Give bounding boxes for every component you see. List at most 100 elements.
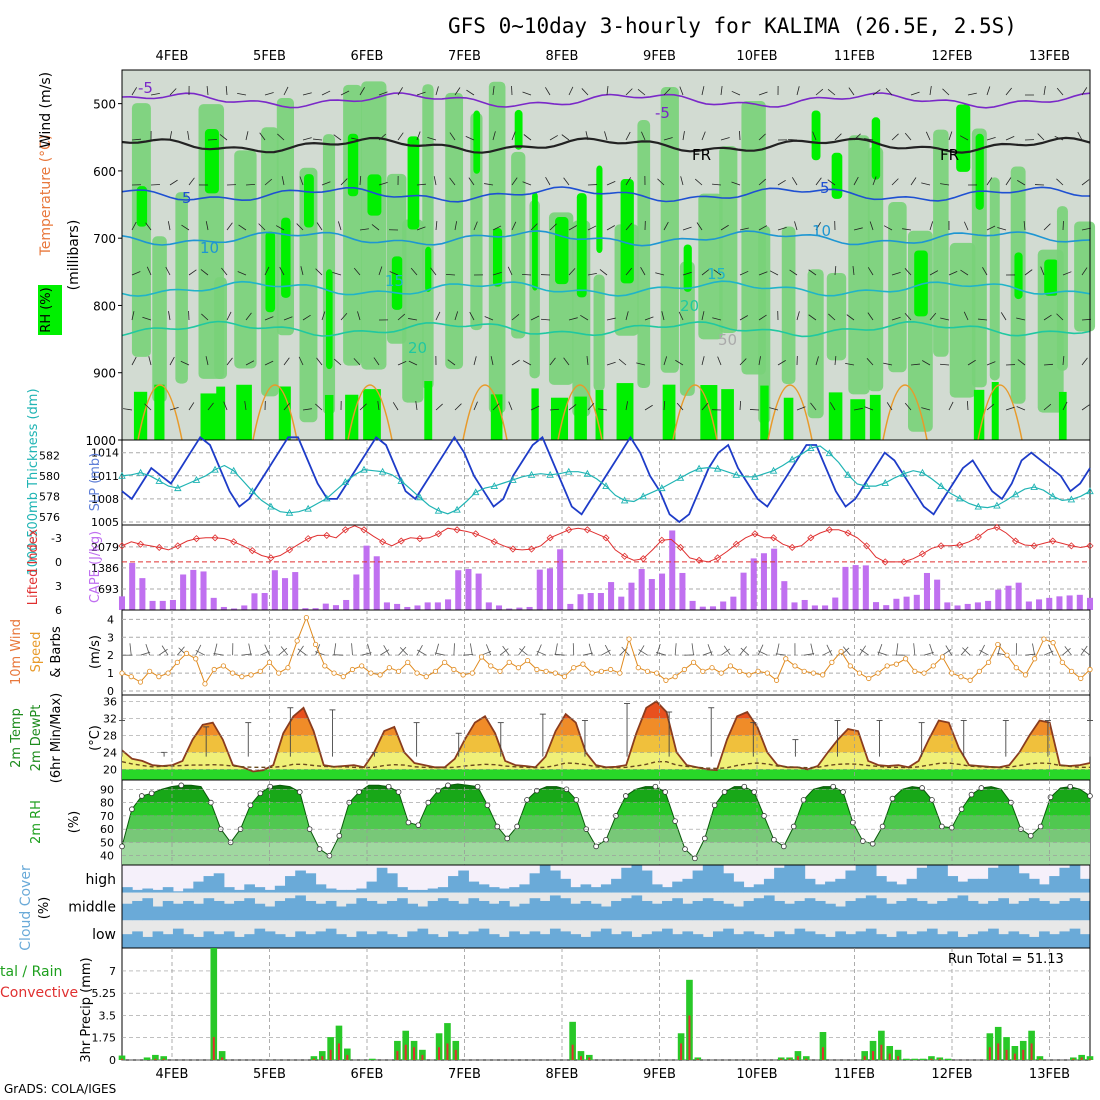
- rh-marker: [178, 782, 185, 789]
- rh-core: [204, 129, 219, 194]
- isotherm-10: [121, 230, 1091, 247]
- wind-barb: [158, 648, 168, 656]
- rh-plume: [234, 150, 257, 369]
- cape-bar: [475, 573, 482, 610]
- cloud-bar: [437, 887, 449, 893]
- cape-bar: [129, 562, 136, 610]
- cloud-bar: [957, 881, 969, 893]
- wind-barb: [463, 653, 474, 656]
- wind-speed-marker: [976, 668, 982, 674]
- cloud-bar: [285, 898, 296, 921]
- precip-conv-bar: [1072, 1058, 1075, 1060]
- precip-total-bar: [1011, 1046, 1019, 1060]
- cloud-bar: [957, 936, 969, 948]
- wind-barb: [739, 358, 747, 366]
- temp-axis-title-1: 2m Temp: [9, 708, 24, 768]
- wind-barb: [245, 360, 255, 366]
- cloud-bar: [1059, 900, 1071, 921]
- wind-barb: [264, 360, 274, 366]
- cloud-bar: [743, 887, 755, 893]
- rh-plume: [826, 272, 847, 361]
- rh-core-low: [154, 384, 165, 440]
- wind-barb: [910, 363, 920, 366]
- wind-barb: [787, 138, 798, 141]
- precip-total-bar: [1036, 1056, 1044, 1060]
- cloud-bar: [865, 895, 877, 921]
- wind-barb: [682, 271, 692, 276]
- cloud-bar: [825, 936, 836, 948]
- cloud-bar: [499, 888, 510, 893]
- rh-marker: [524, 797, 530, 803]
- cloud-bar: [825, 881, 836, 893]
- isotherm--5: [121, 92, 1091, 109]
- wind-speed-marker: [165, 670, 171, 676]
- wind-barb: [582, 652, 593, 656]
- li-marker: [1030, 542, 1038, 550]
- wind-barb: [131, 221, 137, 231]
- wind-barb: [408, 318, 418, 321]
- wind-barb: [353, 358, 361, 366]
- rh-marker: [148, 790, 155, 797]
- li-marker: [769, 534, 778, 542]
- rh-core-low: [363, 389, 381, 440]
- cloud-bar: [926, 928, 938, 948]
- cloud-bar: [193, 903, 205, 921]
- wind-barb: [791, 177, 798, 186]
- wind-speed-marker: [847, 663, 853, 669]
- cloud-bar: [631, 936, 643, 948]
- wind-barb: [536, 644, 542, 656]
- slp-tick-label: 1014: [91, 447, 119, 460]
- cape-bar: [271, 570, 278, 610]
- wind-barb: [723, 645, 731, 656]
- wind-barb: [739, 227, 749, 231]
- wind-barb: [264, 178, 273, 186]
- wind-barb: [299, 176, 304, 186]
- li-marker: [434, 530, 443, 538]
- cloud-bar: [295, 895, 306, 921]
- wind-barb: [1005, 87, 1012, 96]
- thickness-marker: [751, 472, 759, 480]
- wind-speed-marker: [608, 666, 614, 673]
- cape-bar: [1005, 585, 1012, 610]
- wind-barb: [588, 643, 593, 656]
- precip-total-bar: [919, 1058, 927, 1060]
- wind-barb: [864, 138, 874, 141]
- isotherm-label: 5: [820, 179, 830, 197]
- wind-barb: [885, 87, 893, 96]
- wind-barb: [549, 223, 557, 231]
- rh-marker: [692, 855, 698, 862]
- rh-marker: [484, 802, 491, 809]
- wind-barb: [827, 179, 836, 186]
- wind-speed-marker: [1022, 672, 1029, 678]
- wind-barb: [960, 269, 969, 276]
- wind-barb: [883, 225, 893, 231]
- wind-barb: [1016, 406, 1026, 411]
- cloud-bar: [947, 931, 959, 948]
- wind-speed-marker: [875, 670, 881, 676]
- cloud-bar: [855, 898, 867, 921]
- wind-unit-label: (m/s): [88, 635, 103, 669]
- cape-bar: [516, 607, 523, 610]
- wind-speed-marker: [174, 659, 180, 665]
- wind-barb: [1056, 87, 1064, 96]
- rh-marker: [800, 797, 807, 803]
- li-marker: [658, 536, 666, 544]
- cloud-row-label: middle: [68, 900, 116, 916]
- cape-bar: [180, 574, 187, 610]
- wind-barb: [377, 401, 380, 411]
- cloud-bar: [600, 928, 612, 948]
- wind-barb: [701, 131, 706, 141]
- wind-speed-marker: [617, 670, 623, 676]
- precip-conv-bar: [413, 1047, 416, 1060]
- cloud-bar: [753, 934, 765, 948]
- li-marker: [639, 555, 647, 563]
- wind-barb: [530, 405, 540, 411]
- thickness-marker: [267, 502, 275, 510]
- rh-marker: [840, 789, 846, 795]
- rh-core: [391, 256, 403, 310]
- wind-barb: [264, 266, 270, 276]
- precip-total-bar: [143, 1057, 151, 1060]
- wind-speed-marker: [239, 674, 245, 680]
- rh-plume: [781, 226, 796, 385]
- wind-barb: [891, 133, 899, 141]
